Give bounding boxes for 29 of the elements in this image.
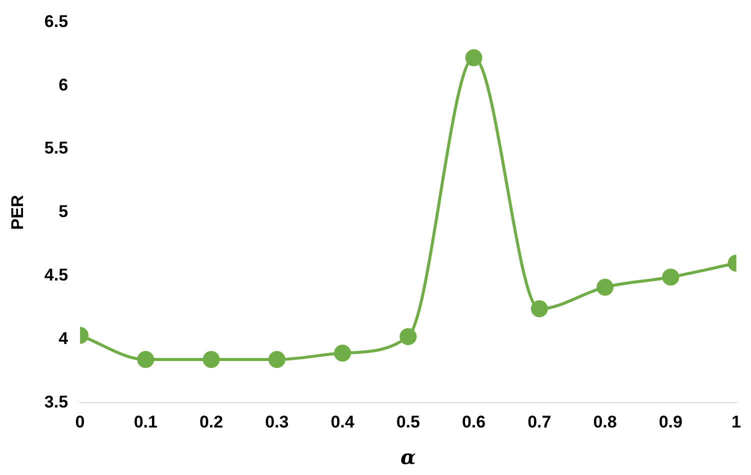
y-tick-label: 3.5 <box>44 392 68 412</box>
point <box>268 350 286 368</box>
x-tick-label: 0.1 <box>134 412 158 432</box>
x-tick-label: 0.2 <box>199 412 224 432</box>
point <box>530 300 548 318</box>
x-tick-label: 0.9 <box>658 412 682 432</box>
point <box>596 278 614 296</box>
x-tick-label: 0.6 <box>462 412 486 432</box>
point <box>137 350 154 368</box>
point <box>202 350 220 368</box>
y-tick-label: 4 <box>58 328 69 348</box>
x-tick-label: 0 <box>75 412 85 432</box>
y-axis-title: PER <box>8 194 27 230</box>
y-tick-label: 5.5 <box>44 138 68 158</box>
x-tick-label: 1 <box>732 412 742 432</box>
x-axis-title: α <box>400 445 416 470</box>
y-tick-label: 5 <box>58 202 68 222</box>
x-tick-label: 0.7 <box>528 412 552 432</box>
x-tick-label: 0.5 <box>396 412 420 432</box>
y-tick-label: 4.5 <box>44 265 68 284</box>
point <box>465 49 482 66</box>
point <box>334 344 352 362</box>
point <box>662 268 680 286</box>
x-tick-label: 0.3 <box>265 412 289 432</box>
point <box>400 328 417 346</box>
y-tick-label: 6 <box>58 75 68 94</box>
y-tick-label: 6.5 <box>44 12 68 31</box>
x-tick-label: 0.8 <box>593 412 617 432</box>
x-tick-label: 0.4 <box>330 412 355 432</box>
